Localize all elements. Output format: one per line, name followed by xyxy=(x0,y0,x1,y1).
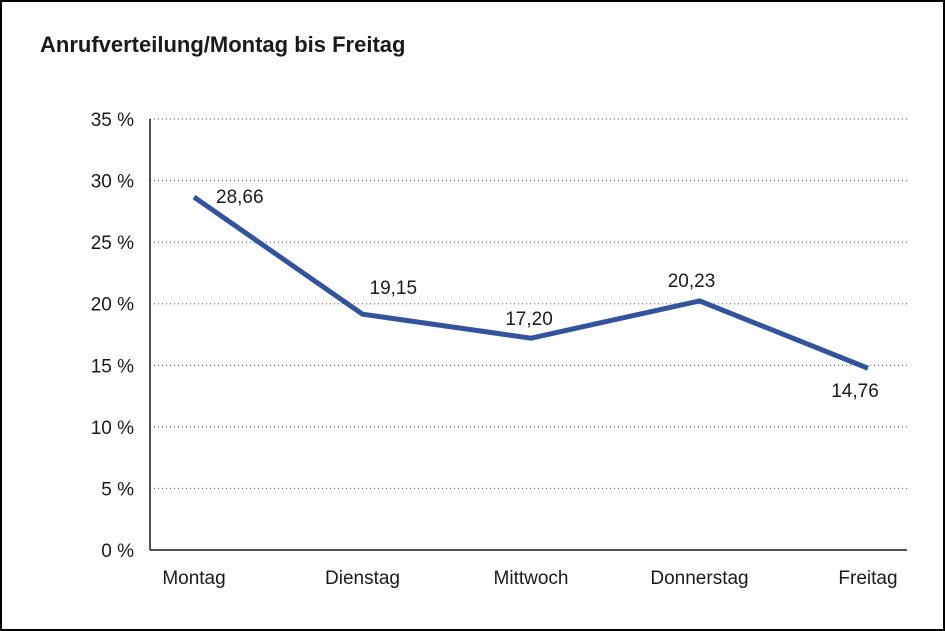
y-axis-tick-label: 25 % xyxy=(91,233,134,254)
x-axis-category-label: Donnerstag xyxy=(650,568,748,589)
x-axis-category-label: Montag xyxy=(162,568,225,589)
y-axis-tick-label: 15 % xyxy=(91,356,134,377)
data-point-label: 20,23 xyxy=(668,271,716,292)
data-line xyxy=(192,195,869,371)
y-axis-tick-label: 0 % xyxy=(101,541,134,562)
chart-title: Anrufverteilung/Montag bis Freitag xyxy=(40,32,406,57)
x-axis-category-label: Mittwoch xyxy=(494,568,569,589)
y-axis-tick-label: 5 % xyxy=(101,479,134,500)
y-axis-tick-label: 10 % xyxy=(91,418,134,439)
y-axis-tick-label: 30 % xyxy=(91,172,134,193)
data-point-label: 14,76 xyxy=(831,381,879,402)
x-axis-category-label: Dienstag xyxy=(325,568,400,589)
data-point-label: 19,15 xyxy=(370,278,418,299)
data-point-label: 28,66 xyxy=(216,187,264,208)
x-axis-category-label: Freitag xyxy=(838,568,897,589)
y-axis-tick-label: 35 % xyxy=(91,110,134,131)
y-axis-tick-label: 20 % xyxy=(91,295,134,316)
data-point-label: 17,20 xyxy=(505,309,553,330)
